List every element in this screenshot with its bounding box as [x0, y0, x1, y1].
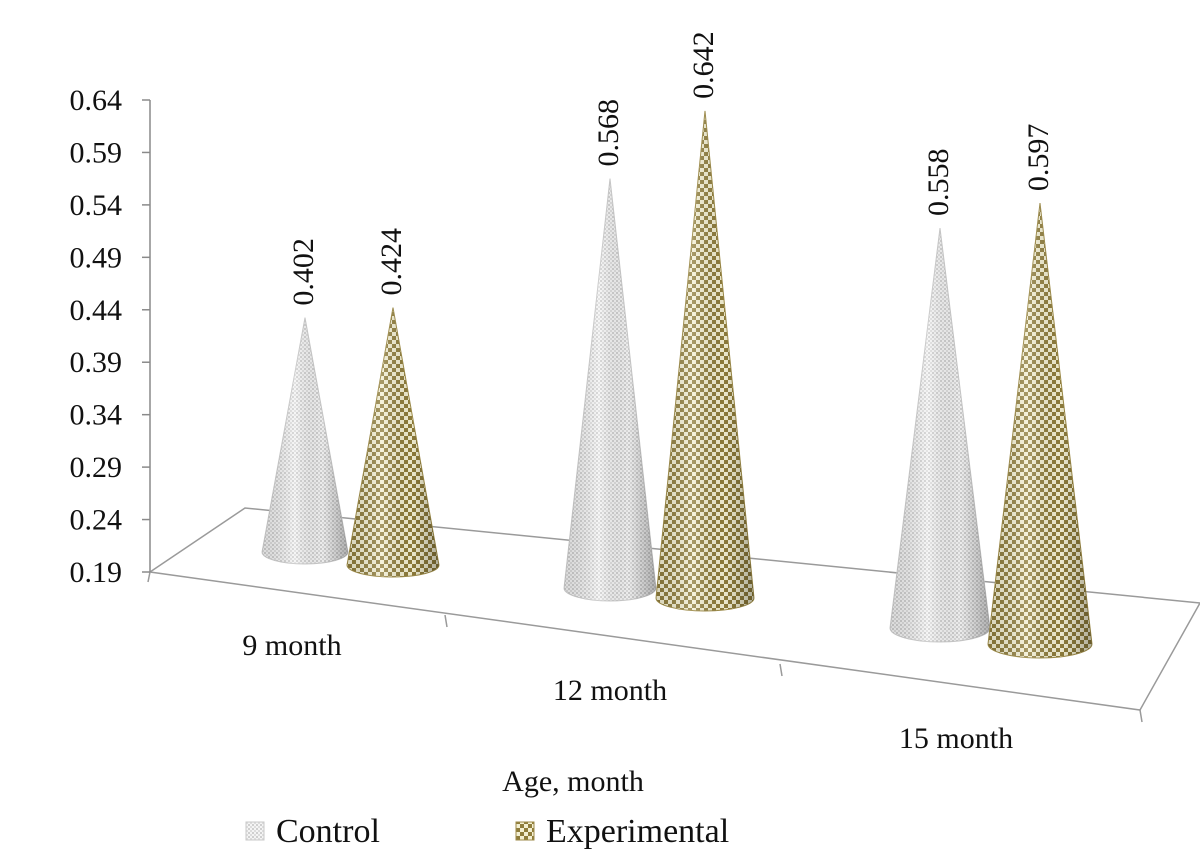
category-label: 9 month [242, 629, 341, 662]
cone-shading [988, 203, 1092, 658]
y-tick-label: 0.64 [70, 84, 123, 117]
category-label: 15 month [899, 722, 1013, 755]
data-label: 0.402 [287, 238, 320, 306]
y-tick-label: 0.19 [70, 556, 123, 589]
legend-item-control: Control [245, 813, 380, 850]
cone-control-1 [261, 317, 349, 565]
legend-label: Control [276, 813, 380, 850]
y-tick-label: 0.44 [70, 294, 123, 327]
x-tick-mark [444, 614, 448, 628]
legend-swatch [515, 821, 535, 841]
cone-shading [262, 317, 348, 564]
cone-shading [564, 178, 656, 601]
category-label: 12 month [553, 674, 667, 707]
y-tick-label: 0.39 [70, 346, 123, 379]
legend-swatch [245, 821, 265, 841]
y-tick-label: 0.34 [70, 399, 123, 432]
cone-shading [656, 110, 754, 611]
x-tick-mark [1139, 709, 1143, 723]
data-label: 0.558 [922, 149, 955, 217]
cone-experimental-3 [987, 203, 1093, 659]
data-label: 0.597 [1022, 124, 1055, 192]
data-label: 0.642 [687, 31, 720, 99]
x-tick-mark [147, 571, 151, 583]
x-tick-mark [779, 663, 783, 677]
cone-shading [890, 228, 990, 642]
cone-experimental-2 [655, 110, 755, 612]
cone-control-3 [889, 227, 991, 643]
y-tick-label: 0.49 [70, 241, 123, 274]
data-label: 0.568 [592, 99, 625, 167]
x-axis-title: Age, month [502, 765, 644, 798]
legend-label: Experimental [546, 813, 729, 850]
legend-item-experimental: Experimental [515, 813, 729, 850]
data-label: 0.424 [375, 228, 408, 296]
y-tick-label: 0.59 [70, 136, 123, 169]
cone-control-2 [563, 178, 657, 602]
y-tick-label: 0.29 [70, 451, 123, 484]
cone-shading [347, 307, 439, 577]
y-tick-label: 0.24 [70, 504, 123, 537]
y-tick-label: 0.54 [70, 189, 123, 222]
y-axis: 0.19 0.24 0.29 0.34 0.39 0.44 0.49 0.54 0.59 0.64 [70, 84, 151, 589]
x-axis-labels: 9 month 12 month 15 month [242, 629, 1013, 755]
legend: Control Experimental [245, 813, 729, 850]
cone-experimental-1 [346, 307, 440, 578]
plot-area: 0.402 0.424 0.568 0.642 0.558 0.597 [261, 31, 1093, 659]
